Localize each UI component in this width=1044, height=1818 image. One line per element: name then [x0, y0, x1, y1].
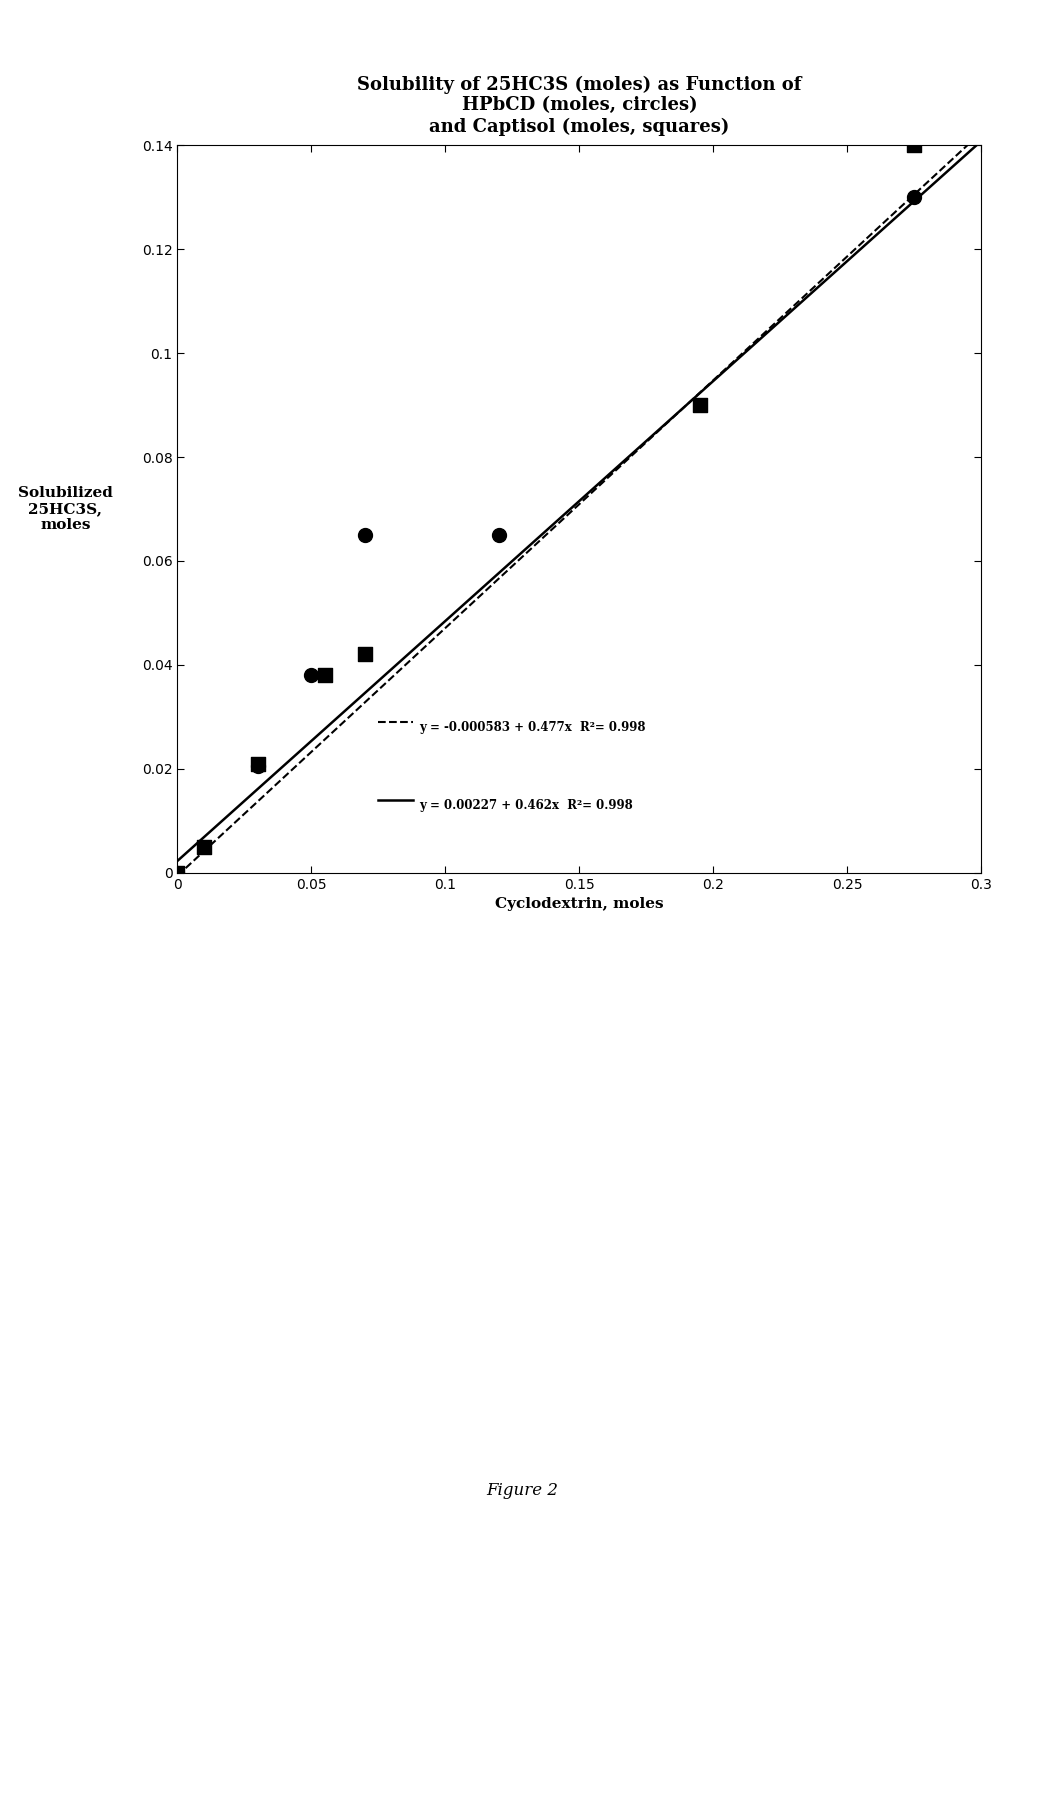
Point [169, 858, 186, 887]
Point [357, 520, 374, 549]
Title: Solubility of 25HC3S (moles) as Function of
HPbCD (moles, circles)
and Captisol : Solubility of 25HC3S (moles) as Function… [357, 75, 802, 136]
Point [906, 184, 923, 213]
Point [906, 131, 923, 160]
Point [196, 833, 213, 862]
Point [316, 660, 333, 689]
X-axis label: Cyclodextrin, moles: Cyclodextrin, moles [495, 896, 664, 911]
Point [250, 751, 266, 780]
Point [491, 520, 507, 549]
Text: y = 0.00227 + 0.462x  R²= 0.998: y = 0.00227 + 0.462x R²= 0.998 [419, 798, 633, 811]
Y-axis label: Solubilized
25HC3S,
moles: Solubilized 25HC3S, moles [18, 485, 113, 533]
Text: y = -0.000583 + 0.477x  R²= 0.998: y = -0.000583 + 0.477x R²= 0.998 [419, 720, 645, 734]
Text: Figure 2: Figure 2 [487, 1482, 557, 1500]
Point [691, 391, 708, 420]
Point [357, 640, 374, 669]
Point [303, 660, 319, 689]
Point [250, 749, 266, 778]
Point [169, 858, 186, 887]
